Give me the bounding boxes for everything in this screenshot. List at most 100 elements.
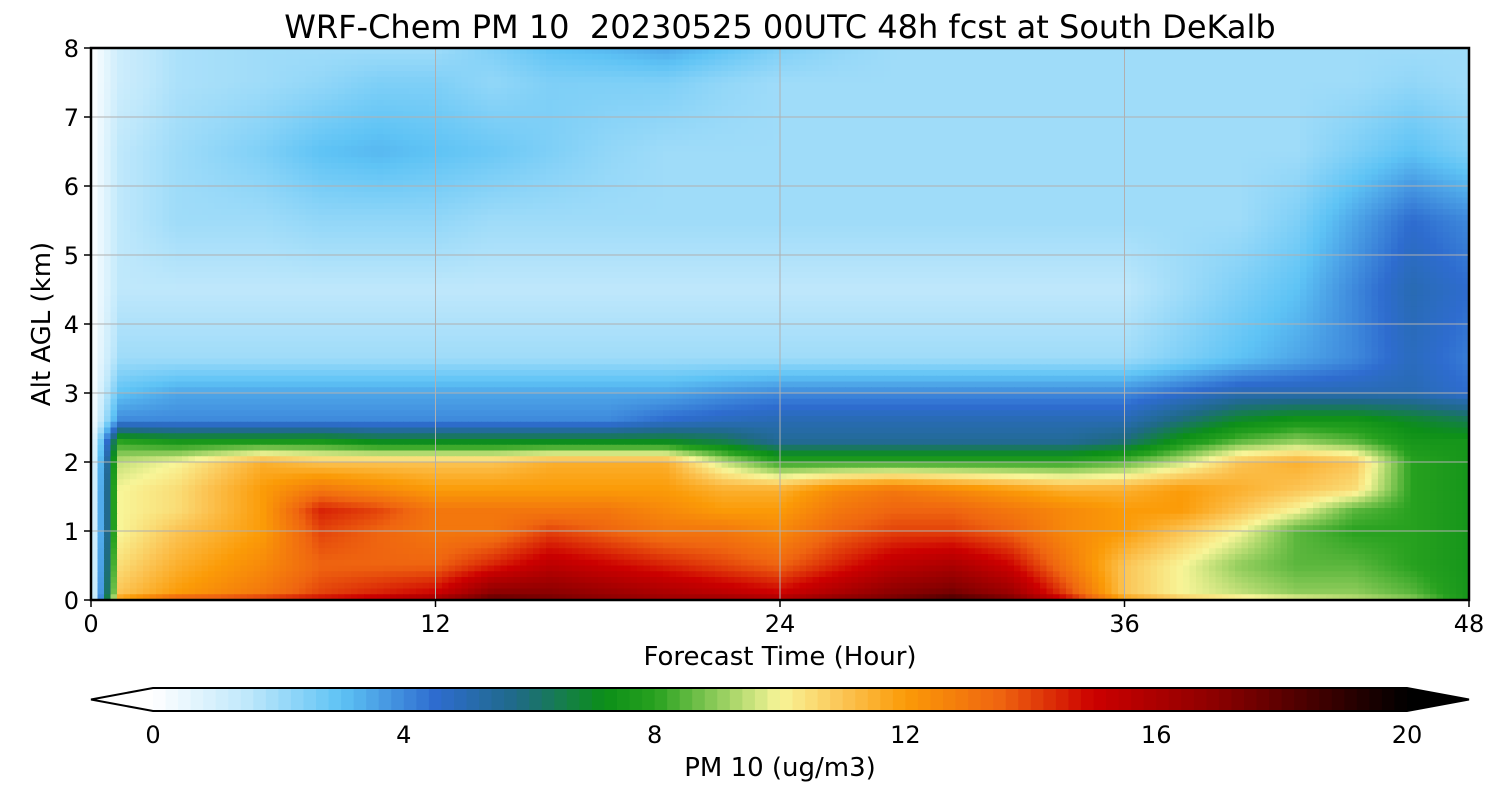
heat-cell bbox=[500, 168, 508, 176]
heat-cell bbox=[247, 157, 255, 164]
heat-cell bbox=[305, 180, 313, 187]
heat-cell bbox=[292, 65, 300, 72]
heat-cell bbox=[832, 180, 840, 187]
heat-cell bbox=[1371, 59, 1379, 66]
heat-cell bbox=[409, 65, 417, 72]
heat-cell bbox=[1215, 65, 1223, 72]
heat-cell bbox=[1046, 128, 1054, 135]
heat-cell bbox=[188, 128, 196, 135]
heat-cell bbox=[819, 145, 827, 153]
heat-cell bbox=[286, 151, 294, 158]
heat-cell bbox=[988, 151, 996, 158]
heat-cell bbox=[936, 99, 944, 107]
heat-cell bbox=[455, 151, 463, 158]
heat-cell bbox=[591, 168, 599, 176]
heat-cell bbox=[455, 163, 463, 170]
heat-cell bbox=[682, 174, 690, 181]
heat-cell bbox=[260, 71, 268, 78]
heat-cell bbox=[1293, 117, 1301, 124]
heat-cell bbox=[1079, 48, 1087, 55]
heat-cell bbox=[1352, 111, 1360, 118]
heat-cell bbox=[1163, 71, 1171, 78]
heat-cell bbox=[273, 157, 281, 164]
heat-cell bbox=[734, 145, 742, 153]
heat-cell bbox=[1443, 71, 1451, 78]
heat-cell bbox=[975, 174, 983, 181]
heat-cell bbox=[442, 174, 450, 181]
heat-cell bbox=[1059, 140, 1067, 147]
heat-cell bbox=[1079, 151, 1087, 158]
heat-cell bbox=[929, 105, 937, 112]
heat-cell bbox=[864, 157, 872, 164]
heat-cell bbox=[617, 82, 625, 89]
heat-cell bbox=[1040, 111, 1048, 118]
heat-cell bbox=[1274, 48, 1282, 55]
heat-cell bbox=[1410, 105, 1418, 112]
heat-cell bbox=[962, 168, 970, 176]
heat-cell bbox=[325, 48, 333, 55]
heat-cell bbox=[1033, 174, 1041, 181]
heat-cell bbox=[650, 76, 658, 84]
heat-cell bbox=[1033, 168, 1041, 176]
heat-cell bbox=[1228, 99, 1236, 107]
heat-cell bbox=[1326, 117, 1334, 124]
heat-cell bbox=[214, 128, 222, 135]
heat-cell bbox=[97, 168, 105, 176]
heat-cell bbox=[754, 48, 762, 55]
heat-cell bbox=[799, 128, 807, 135]
heat-cell bbox=[1176, 145, 1184, 153]
heat-cell bbox=[734, 151, 742, 158]
heat-cell bbox=[1098, 151, 1106, 158]
heat-cell bbox=[1014, 76, 1022, 84]
heat-cell bbox=[1170, 128, 1178, 135]
heat-cell bbox=[1436, 140, 1444, 147]
heat-cell bbox=[1144, 88, 1152, 95]
heat-cell bbox=[572, 157, 580, 164]
heat-cell bbox=[793, 122, 801, 130]
heat-cell bbox=[617, 53, 625, 61]
heat-cell bbox=[234, 174, 242, 181]
heat-cell bbox=[195, 105, 203, 112]
heat-cell bbox=[1352, 82, 1360, 89]
heat-cell bbox=[247, 145, 255, 153]
heat-cell bbox=[845, 82, 853, 89]
heat-cell bbox=[1098, 82, 1106, 89]
heat-cell bbox=[1183, 174, 1191, 181]
heat-cell bbox=[565, 122, 573, 130]
heat-cell bbox=[1014, 174, 1022, 181]
heat-cell bbox=[871, 140, 879, 147]
heat-cell bbox=[234, 117, 242, 124]
heat-cell bbox=[546, 157, 554, 164]
heat-cell bbox=[916, 117, 924, 124]
heat-cell bbox=[500, 53, 508, 61]
heat-cell bbox=[871, 117, 879, 124]
heat-cell bbox=[500, 111, 508, 118]
heat-cell bbox=[598, 151, 606, 158]
heat-cell bbox=[624, 76, 632, 84]
heat-cell bbox=[715, 122, 723, 130]
heat-cell bbox=[286, 48, 294, 55]
heat-cell bbox=[409, 145, 417, 153]
heat-cell bbox=[1183, 145, 1191, 153]
heat-cell bbox=[1131, 88, 1139, 95]
heat-cell bbox=[838, 99, 846, 107]
heat-cell bbox=[858, 122, 866, 130]
heat-cell bbox=[955, 105, 963, 112]
heat-cell bbox=[1040, 76, 1048, 84]
heat-cell bbox=[1150, 94, 1158, 101]
heat-cell bbox=[825, 53, 833, 61]
heat-cell bbox=[377, 134, 385, 141]
heat-cell bbox=[1248, 174, 1256, 181]
heat-cell bbox=[1358, 128, 1366, 135]
heat-cell bbox=[175, 111, 183, 118]
heat-cell bbox=[188, 134, 196, 141]
heat-cell bbox=[318, 180, 326, 187]
heat-cell bbox=[123, 117, 131, 124]
heat-cell bbox=[507, 105, 515, 112]
heat-cell bbox=[338, 82, 346, 89]
heat-cell bbox=[1254, 99, 1262, 107]
heat-cell bbox=[1222, 53, 1230, 61]
heat-cell bbox=[110, 117, 118, 124]
heat-cell bbox=[955, 88, 963, 95]
heat-cell bbox=[1378, 65, 1386, 72]
